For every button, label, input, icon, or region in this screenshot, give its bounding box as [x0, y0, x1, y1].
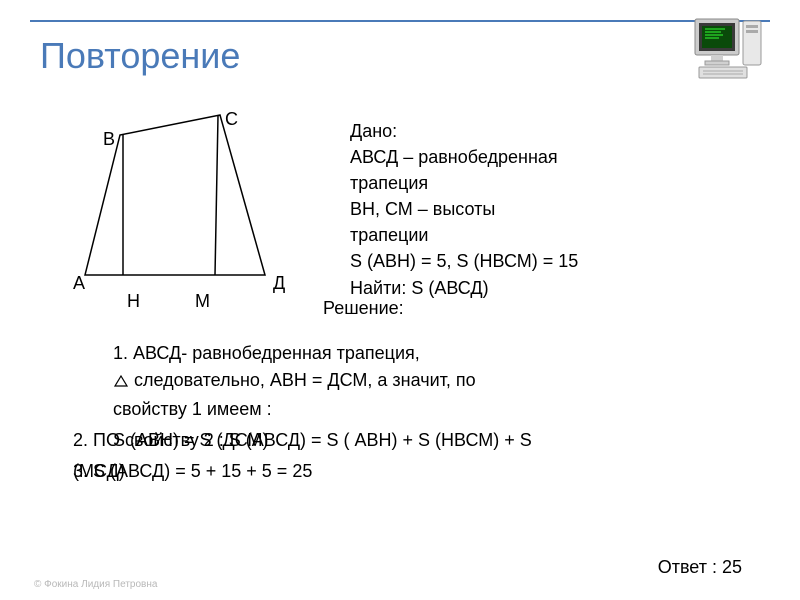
label-b: В [103, 129, 115, 150]
answer: Ответ : 25 [658, 557, 742, 578]
step3-lower: 3. S (АВСД) = 5 + 15 + 5 = 25 [73, 461, 312, 481]
given-l2: трапеция [350, 170, 578, 196]
label-h: Н [127, 291, 140, 312]
footer-copyright: © Фокина Лидия Петровна [34, 579, 157, 590]
given-heading: Дано: [350, 118, 578, 144]
label-a: А [73, 273, 85, 294]
label-c: С [225, 109, 238, 130]
top-border [30, 20, 770, 22]
given-block: Дано: АВСД – равнобедренная трапеция ВН,… [350, 118, 578, 301]
trapezoid-diagram: А В С Д Н М [75, 105, 305, 315]
solution-body: 1. АВСД- равнобедренная трапеция, следов… [55, 340, 760, 485]
triangle-icon [113, 369, 129, 396]
step1-line1: 1. АВСД- равнобедренная трапеция, [113, 340, 760, 367]
overlap-lower: 2. ПО свойству 2 : S (АВСД) = S ( АВН) +… [73, 430, 532, 450]
given-l6: Найти: S (АВСД) [350, 275, 578, 301]
given-l3: ВН, СМ – высоты [350, 196, 578, 222]
given-l4: трапеции [350, 222, 578, 248]
step1-line2: следовательно, АВН = ДСМ, а значит, по [113, 367, 760, 396]
given-l5: S (АВН) = 5, S (НВСМ) = 15 [350, 248, 578, 274]
solution-label: Решение: [323, 298, 404, 319]
step1-line3: свойству 1 имеем : [113, 396, 760, 423]
given-l1: АВСД – равнобедренная [350, 144, 578, 170]
label-d: Д [273, 273, 285, 294]
step1-line2-text: следовательно, АВН = ДСМ, а значит, по [134, 370, 476, 390]
step3-overlap: (МСД) 3. S (АВСД) = 5 + 15 + 5 = 25 [73, 458, 760, 485]
label-m: М [195, 291, 210, 312]
computer-icon [693, 15, 765, 80]
page-title: Повторение [40, 35, 240, 77]
step2-overlap: S (АВН) = S (ДСМ) 2. ПО свойству 2 : S (… [73, 427, 760, 454]
